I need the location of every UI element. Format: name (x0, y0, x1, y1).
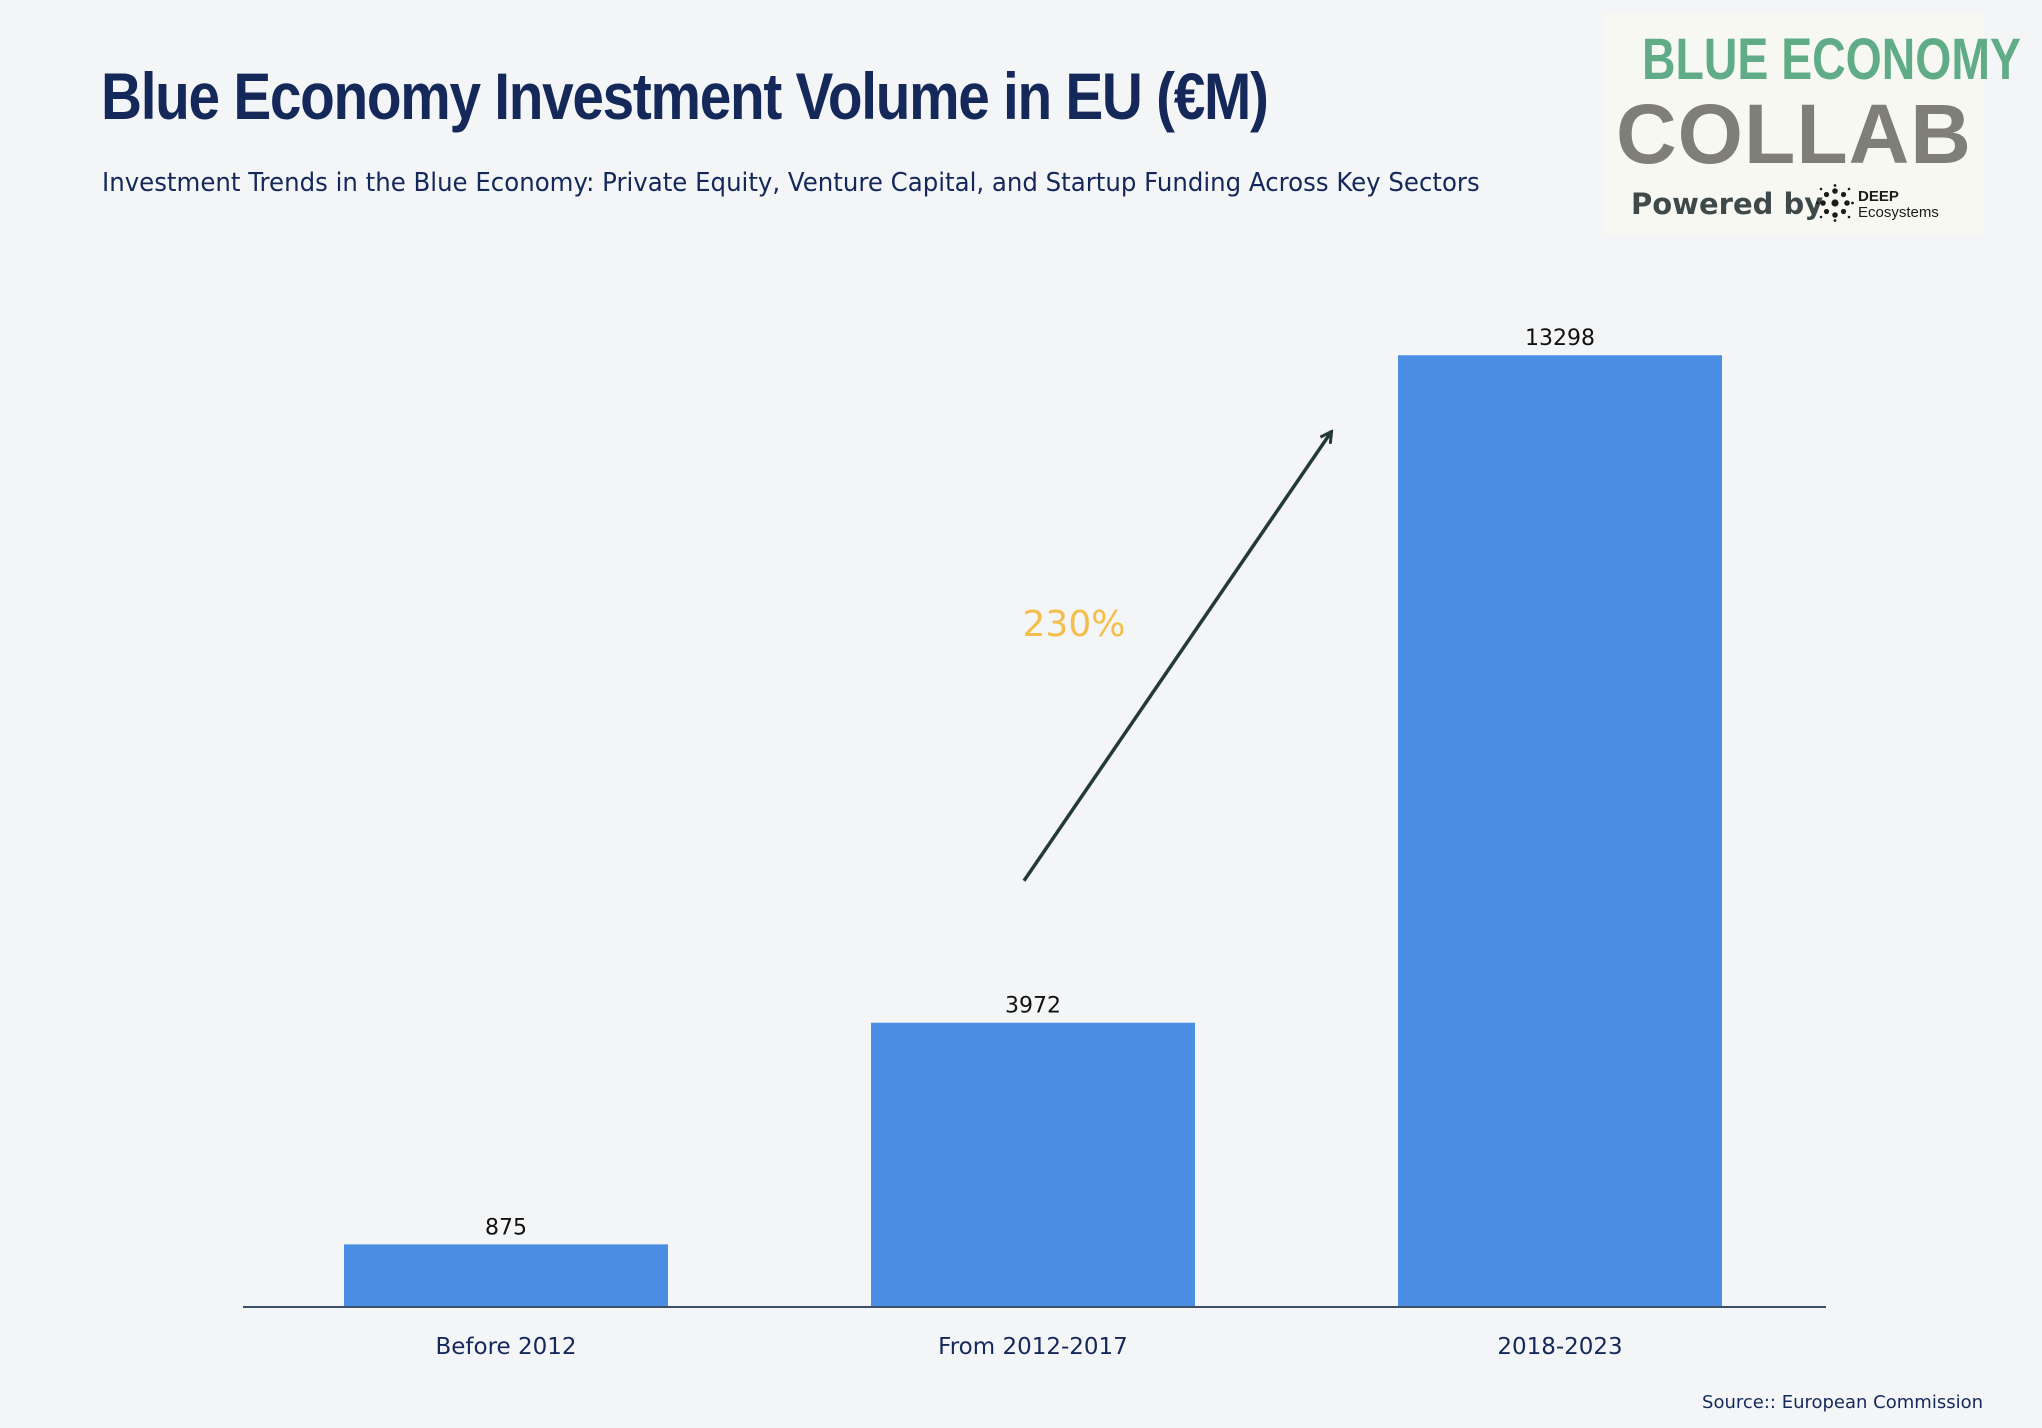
bar-0 (344, 1244, 668, 1307)
x-tick-label-2: 2018-2023 (1497, 1334, 1622, 1360)
x-tick-label-1: From 2012-2017 (938, 1334, 1128, 1360)
bar-1 (871, 1022, 1195, 1307)
data-label-2: 13298 (1525, 326, 1595, 351)
deep-ecosystems-icon (1816, 184, 1854, 222)
brand-logo: BLUE ECONOMY COLLAB Powered by DEEP Ecos… (1604, 14, 2021, 234)
source-note: Source:: European Commission (1702, 1392, 1983, 1413)
data-label-1: 3972 (1005, 994, 1061, 1019)
growth-annotation: 230% (1023, 604, 1126, 645)
bar-2 (1398, 355, 1722, 1307)
logo-powered-by: Powered by (1631, 187, 1824, 221)
logo-brand-bottom: Ecosystems (1858, 204, 1939, 221)
growth-arrow (1022, 432, 1331, 882)
chart-subtitle: Investment Trends in the Blue Economy: P… (102, 168, 1480, 198)
logo-brand-top: DEEP (1858, 188, 1899, 205)
x-tick-label-0: Before 2012 (435, 1334, 576, 1360)
chart-title: Blue Economy Investment Volume in EU (€M… (101, 59, 1269, 133)
logo-line-2: COLLAB (1616, 87, 1972, 181)
data-label-0: 875 (485, 1215, 527, 1240)
